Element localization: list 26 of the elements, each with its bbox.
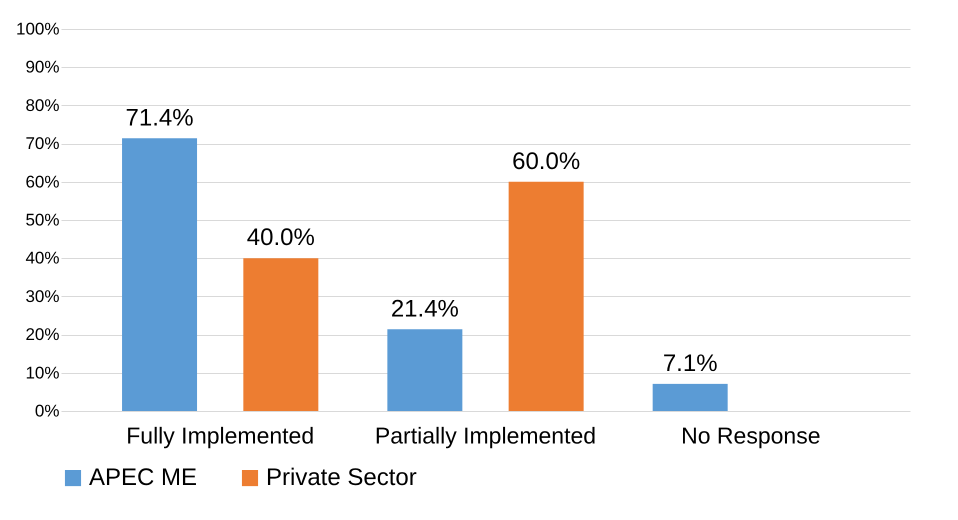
y-tick-label: 40% (25, 248, 60, 268)
data-label: 71.4% (126, 104, 194, 132)
y-tick-label: 60% (25, 172, 60, 192)
x-tick-label: Fully Implemented (126, 422, 314, 448)
y-tick-label: 50% (25, 210, 60, 230)
y-tick-label: 90% (25, 58, 60, 77)
y-tick-label: 80% (25, 96, 60, 115)
y-tick-label: 100% (16, 20, 60, 38)
y-tick-label: 30% (25, 286, 60, 306)
x-tick-label: No Response (681, 422, 820, 448)
y-tick-label: 0% (34, 402, 60, 420)
data-label: 7.1% (662, 350, 718, 377)
legend-label: APEC ME (89, 464, 198, 491)
bar (122, 138, 198, 411)
y-tick-label: 20% (25, 325, 60, 344)
y-tick-label: 70% (25, 134, 60, 154)
y-tick-label: 10% (25, 363, 60, 382)
data-label: 60.0% (512, 148, 580, 175)
legend-label: Private Sector (266, 464, 417, 491)
bar (243, 258, 318, 411)
bar (387, 329, 462, 411)
bar (652, 384, 728, 411)
x-tick-label: Partially Implemented (374, 422, 596, 448)
data-label: 21.4% (390, 295, 459, 322)
data-label: 40.0% (246, 224, 315, 252)
bar (508, 182, 584, 411)
